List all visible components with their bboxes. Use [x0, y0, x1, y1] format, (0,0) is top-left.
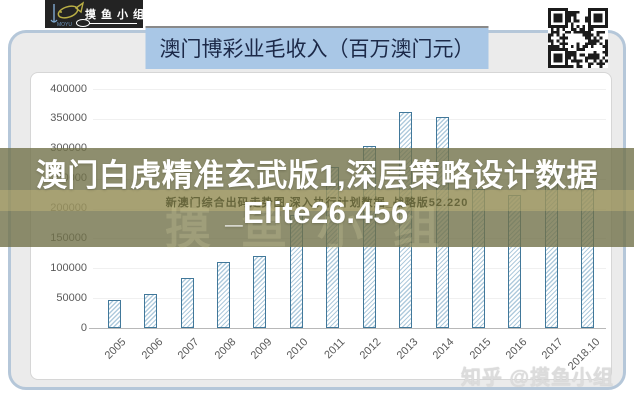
- overlay-watermark-text: 摸鱼小组: [165, 202, 469, 254]
- zhihu-watermark: 知乎 @摸鱼小组: [460, 367, 614, 389]
- y-tick-label: 100000: [50, 261, 87, 274]
- logo-underline: [83, 23, 137, 24]
- overlay-highlight-strip: [0, 190, 634, 211]
- bar-2009: [253, 256, 267, 328]
- gridline: [93, 89, 606, 90]
- brand-name: 摸鱼小组: [85, 9, 149, 21]
- overlay-subtext: 新澳门综合出码走势图,深入执行计划数据_战略版52.220: [165, 197, 469, 209]
- brand-logo: MOYU 摸鱼小组: [45, 0, 144, 28]
- overlay-headline-line2: _Elite26.456: [225, 195, 409, 230]
- qr-code: [548, 8, 608, 68]
- x-axis-line: [89, 328, 606, 329]
- bar-2006: [144, 293, 158, 328]
- bar-2008: [217, 262, 230, 328]
- bar-2007: [180, 277, 194, 328]
- gridline: [93, 118, 606, 120]
- y-tick-label: 400000: [50, 82, 87, 95]
- fish-icon: MOYU: [50, 1, 85, 27]
- bar-2005: [107, 299, 121, 328]
- overlay-headline-line1: 澳门白虎精准玄武版1,深层策略设计数据: [35, 158, 599, 193]
- overlay-headline: 澳门白虎精准玄武版1,深层策略设计数据 _Elite26.456: [0, 157, 634, 231]
- chart-title-banner: 澳门博彩业毛收入（百万澳门元）: [145, 28, 489, 69]
- gridline: [93, 268, 606, 270]
- y-tick-label: 350000: [50, 112, 87, 125]
- promo-overlay-band: 摸鱼小组 新澳门综合出码走势图,深入执行计划数据_战略版52.220 澳门白虎精…: [0, 148, 634, 254]
- y-tick-label: 50000: [56, 291, 87, 304]
- gridline: [93, 298, 606, 300]
- y-tick-label: 0: [80, 321, 87, 334]
- logo-fish-ellipse: [76, 19, 90, 27]
- logo-sub-text: MOYU: [57, 22, 72, 27]
